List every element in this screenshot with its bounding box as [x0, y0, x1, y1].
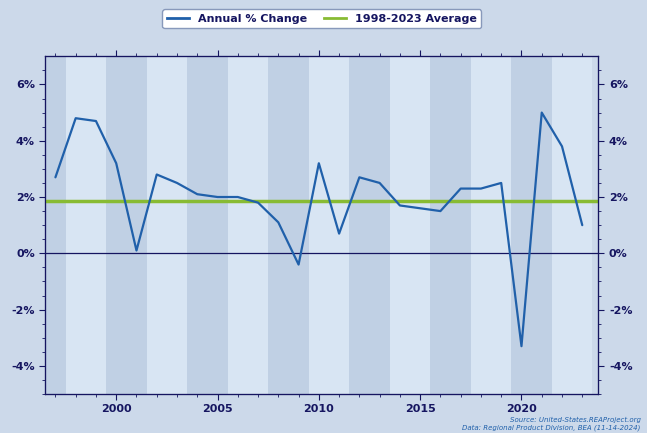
Legend: Annual % Change, 1998-2023 Average: Annual % Change, 1998-2023 Average [162, 10, 481, 29]
Bar [389, 56, 410, 394]
Bar [106, 56, 126, 394]
Bar [511, 56, 532, 394]
Bar [349, 56, 369, 394]
Bar [532, 56, 552, 394]
Bar [552, 56, 572, 394]
Bar [126, 56, 147, 394]
Bar [491, 56, 511, 394]
Bar [369, 56, 389, 394]
Text: Source: United-States.REAProject.org
Data: Regional Product Division, BEA (11-14: Source: United-States.REAProject.org Dat… [462, 417, 641, 431]
Bar [471, 56, 491, 394]
Bar [329, 56, 349, 394]
Bar [450, 56, 471, 394]
Bar [187, 56, 208, 394]
Bar [430, 56, 450, 394]
Bar [208, 56, 228, 394]
Bar [410, 56, 430, 394]
Bar [86, 56, 106, 394]
Bar [147, 56, 167, 394]
Bar [572, 56, 593, 394]
Bar [289, 56, 309, 394]
Bar [269, 56, 289, 394]
Bar [45, 56, 65, 394]
Bar [309, 56, 329, 394]
Bar [228, 56, 248, 394]
Bar [248, 56, 269, 394]
Bar [167, 56, 187, 394]
Bar [65, 56, 86, 394]
